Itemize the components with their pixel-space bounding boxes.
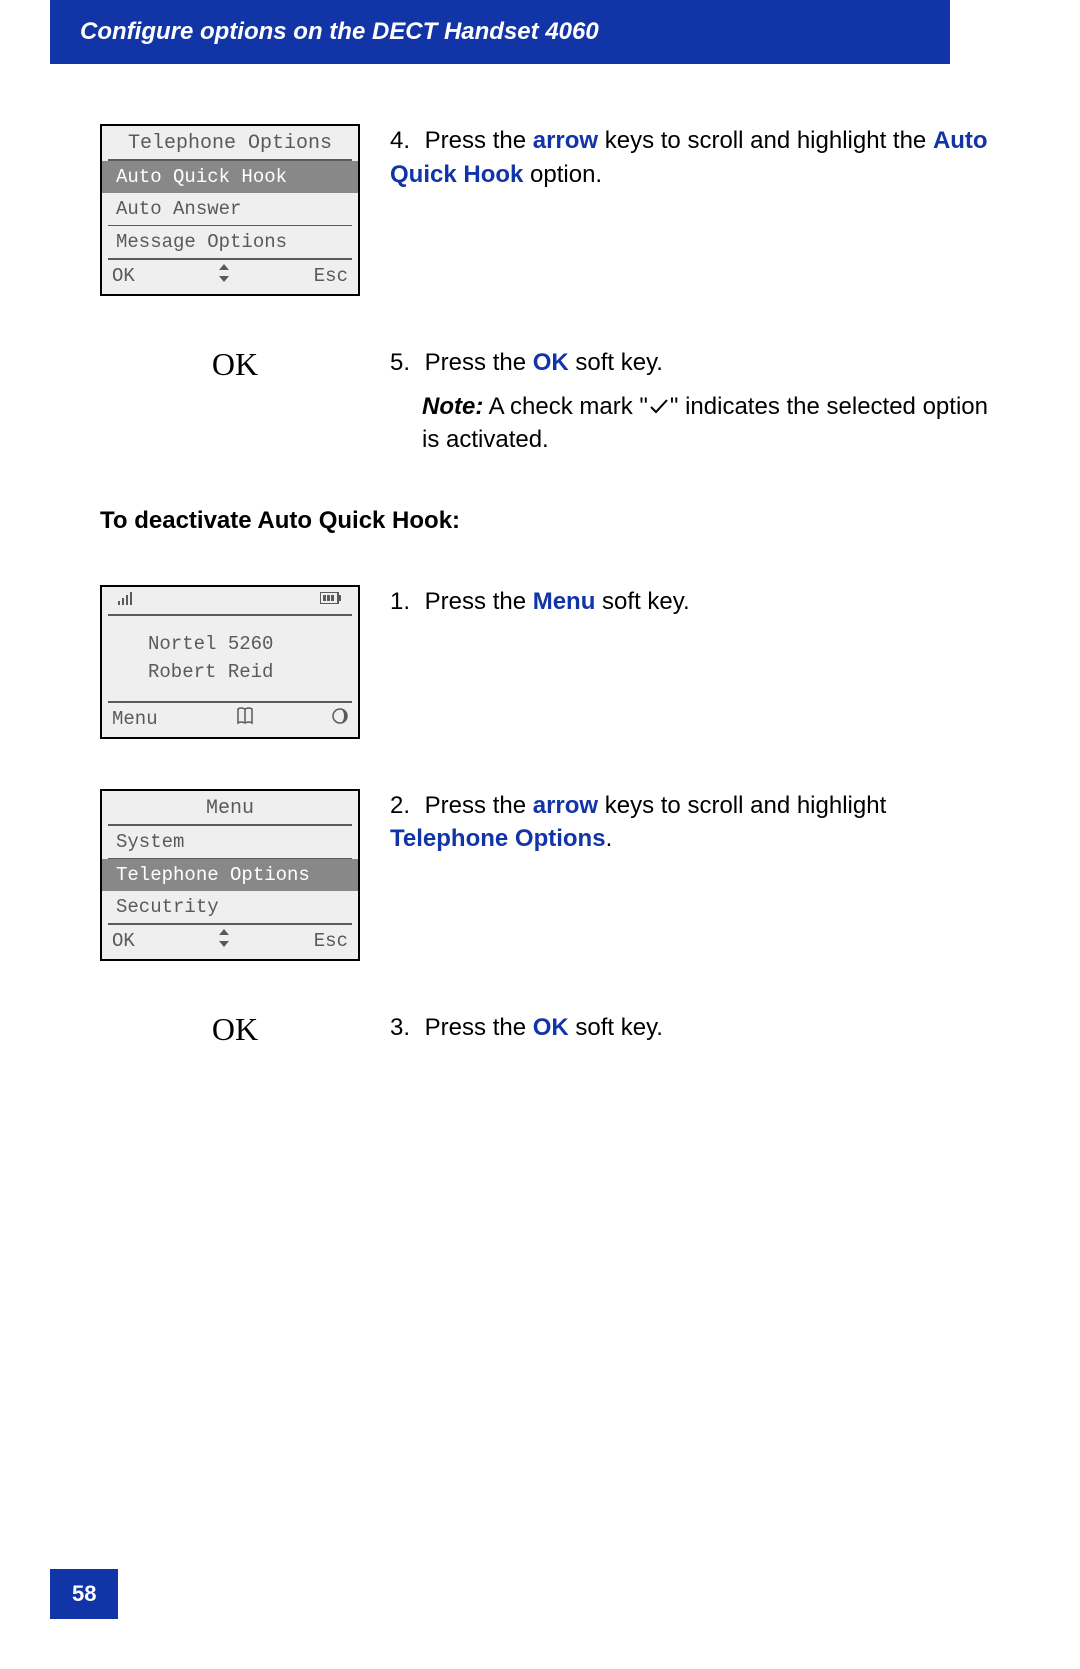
text-fragment: A check mark " xyxy=(483,393,648,420)
updown-arrow-icon xyxy=(218,929,230,953)
screen-softkeys: Menu xyxy=(102,703,358,737)
text-fragment: option. xyxy=(523,161,602,188)
step-2b-row: Menu System Telephone Options Secutrity … xyxy=(100,789,990,961)
ok-label: OK xyxy=(533,349,569,376)
screen-item: Secutrity xyxy=(108,891,352,923)
ok-label: OK xyxy=(533,1014,569,1041)
screen-item-highlighted: Auto Quick Hook xyxy=(102,161,358,193)
note-label: Note: xyxy=(422,393,483,420)
step-2b-screen-col: Menu System Telephone Options Secutrity … xyxy=(100,789,370,961)
step-number: 4. xyxy=(390,124,418,158)
phone-screen-menu: Menu System Telephone Options Secutrity … xyxy=(100,789,360,961)
text-fragment: soft key. xyxy=(569,1014,663,1041)
step-1b-text: 1. Press the Menu soft key. xyxy=(390,585,990,619)
text-fragment: Press the xyxy=(425,349,533,376)
step-3b-row: OK 3. Press the OK soft key. xyxy=(100,1011,990,1048)
step-1b-row: Nortel 5260 Robert Reid Menu 1 xyxy=(100,585,990,739)
step-number: 1. xyxy=(390,585,418,619)
step-4-row: Telephone Options Auto Quick Hook Auto A… xyxy=(100,124,990,296)
page-header: Configure options on the DECT Handset 40… xyxy=(50,0,950,64)
page-content: Telephone Options Auto Quick Hook Auto A… xyxy=(0,64,1080,1048)
step-number: 2. xyxy=(390,789,418,823)
ok-key-label: OK xyxy=(100,346,370,383)
screen-status-bar xyxy=(108,587,352,616)
book-icon xyxy=(236,707,254,731)
page-footer: 58 xyxy=(50,1569,118,1619)
page-number: 58 xyxy=(72,1581,96,1606)
step-5-text: 5. Press the OK soft key. Note: A check … xyxy=(390,346,990,457)
screen-item: Message Options xyxy=(108,226,352,258)
ok-key-label: OK xyxy=(100,1011,370,1048)
arrow-label: arrow xyxy=(533,127,598,154)
softkey-ok: OK xyxy=(112,265,135,287)
text-fragment: keys to scroll and highlight xyxy=(598,792,886,819)
screen-body: Nortel 5260 Robert Reid xyxy=(108,616,352,703)
screen-title: Telephone Options xyxy=(108,126,352,161)
screen-title: Menu xyxy=(108,791,352,826)
battery-icon xyxy=(320,591,342,609)
step-2b-text: 2. Press the arrow keys to scroll and hi… xyxy=(390,789,990,856)
step-number: 5. xyxy=(390,346,418,380)
screen-item: System xyxy=(108,826,352,859)
phone-screen-idle: Nortel 5260 Robert Reid Menu xyxy=(100,585,360,739)
softkey-esc: Esc xyxy=(314,930,348,952)
screen-softkeys: OK Esc xyxy=(102,925,358,959)
screen-item-highlighted: Telephone Options xyxy=(102,859,358,891)
text-fragment: Press the xyxy=(425,792,533,819)
screen-item: Auto Answer xyxy=(108,193,352,226)
softkey-ok: OK xyxy=(112,930,135,952)
menu-label: Menu xyxy=(533,588,596,615)
text-fragment: soft key. xyxy=(569,349,663,376)
step-4-screen-col: Telephone Options Auto Quick Hook Auto A… xyxy=(100,124,370,296)
text-fragment: . xyxy=(606,825,613,852)
moon-icon xyxy=(332,708,348,730)
softkey-esc: Esc xyxy=(314,265,348,287)
step-5-row: OK 5. Press the OK soft key. Note: A che… xyxy=(100,346,990,457)
step-4-text: 4. Press the arrow keys to scroll and hi… xyxy=(390,124,990,191)
signal-icon xyxy=(118,591,136,610)
text-fragment: Press the xyxy=(425,127,533,154)
softkey-menu: Menu xyxy=(112,708,158,730)
text-fragment: keys to scroll and highlight the xyxy=(598,127,933,154)
check-icon xyxy=(648,393,670,420)
step-number: 3. xyxy=(390,1011,418,1045)
option-label: Telephone Options xyxy=(390,825,606,852)
arrow-label: arrow xyxy=(533,792,598,819)
text-fragment: Press the xyxy=(425,1014,533,1041)
text-fragment: Press the xyxy=(425,588,533,615)
screen-line: Nortel 5260 xyxy=(148,630,352,659)
header-title: Configure options on the DECT Handset 40… xyxy=(80,18,599,45)
phone-screen-telephone-options: Telephone Options Auto Quick Hook Auto A… xyxy=(100,124,360,296)
screen-softkeys: OK Esc xyxy=(102,260,358,294)
text-fragment: soft key. xyxy=(595,588,689,615)
step-1b-screen-col: Nortel 5260 Robert Reid Menu xyxy=(100,585,370,739)
updown-arrow-icon xyxy=(218,264,230,288)
step-3b-text: 3. Press the OK soft key. xyxy=(390,1011,990,1045)
screen-line: Robert Reid xyxy=(148,658,352,687)
deactivate-heading: To deactivate Auto Quick Hook: xyxy=(100,507,990,535)
